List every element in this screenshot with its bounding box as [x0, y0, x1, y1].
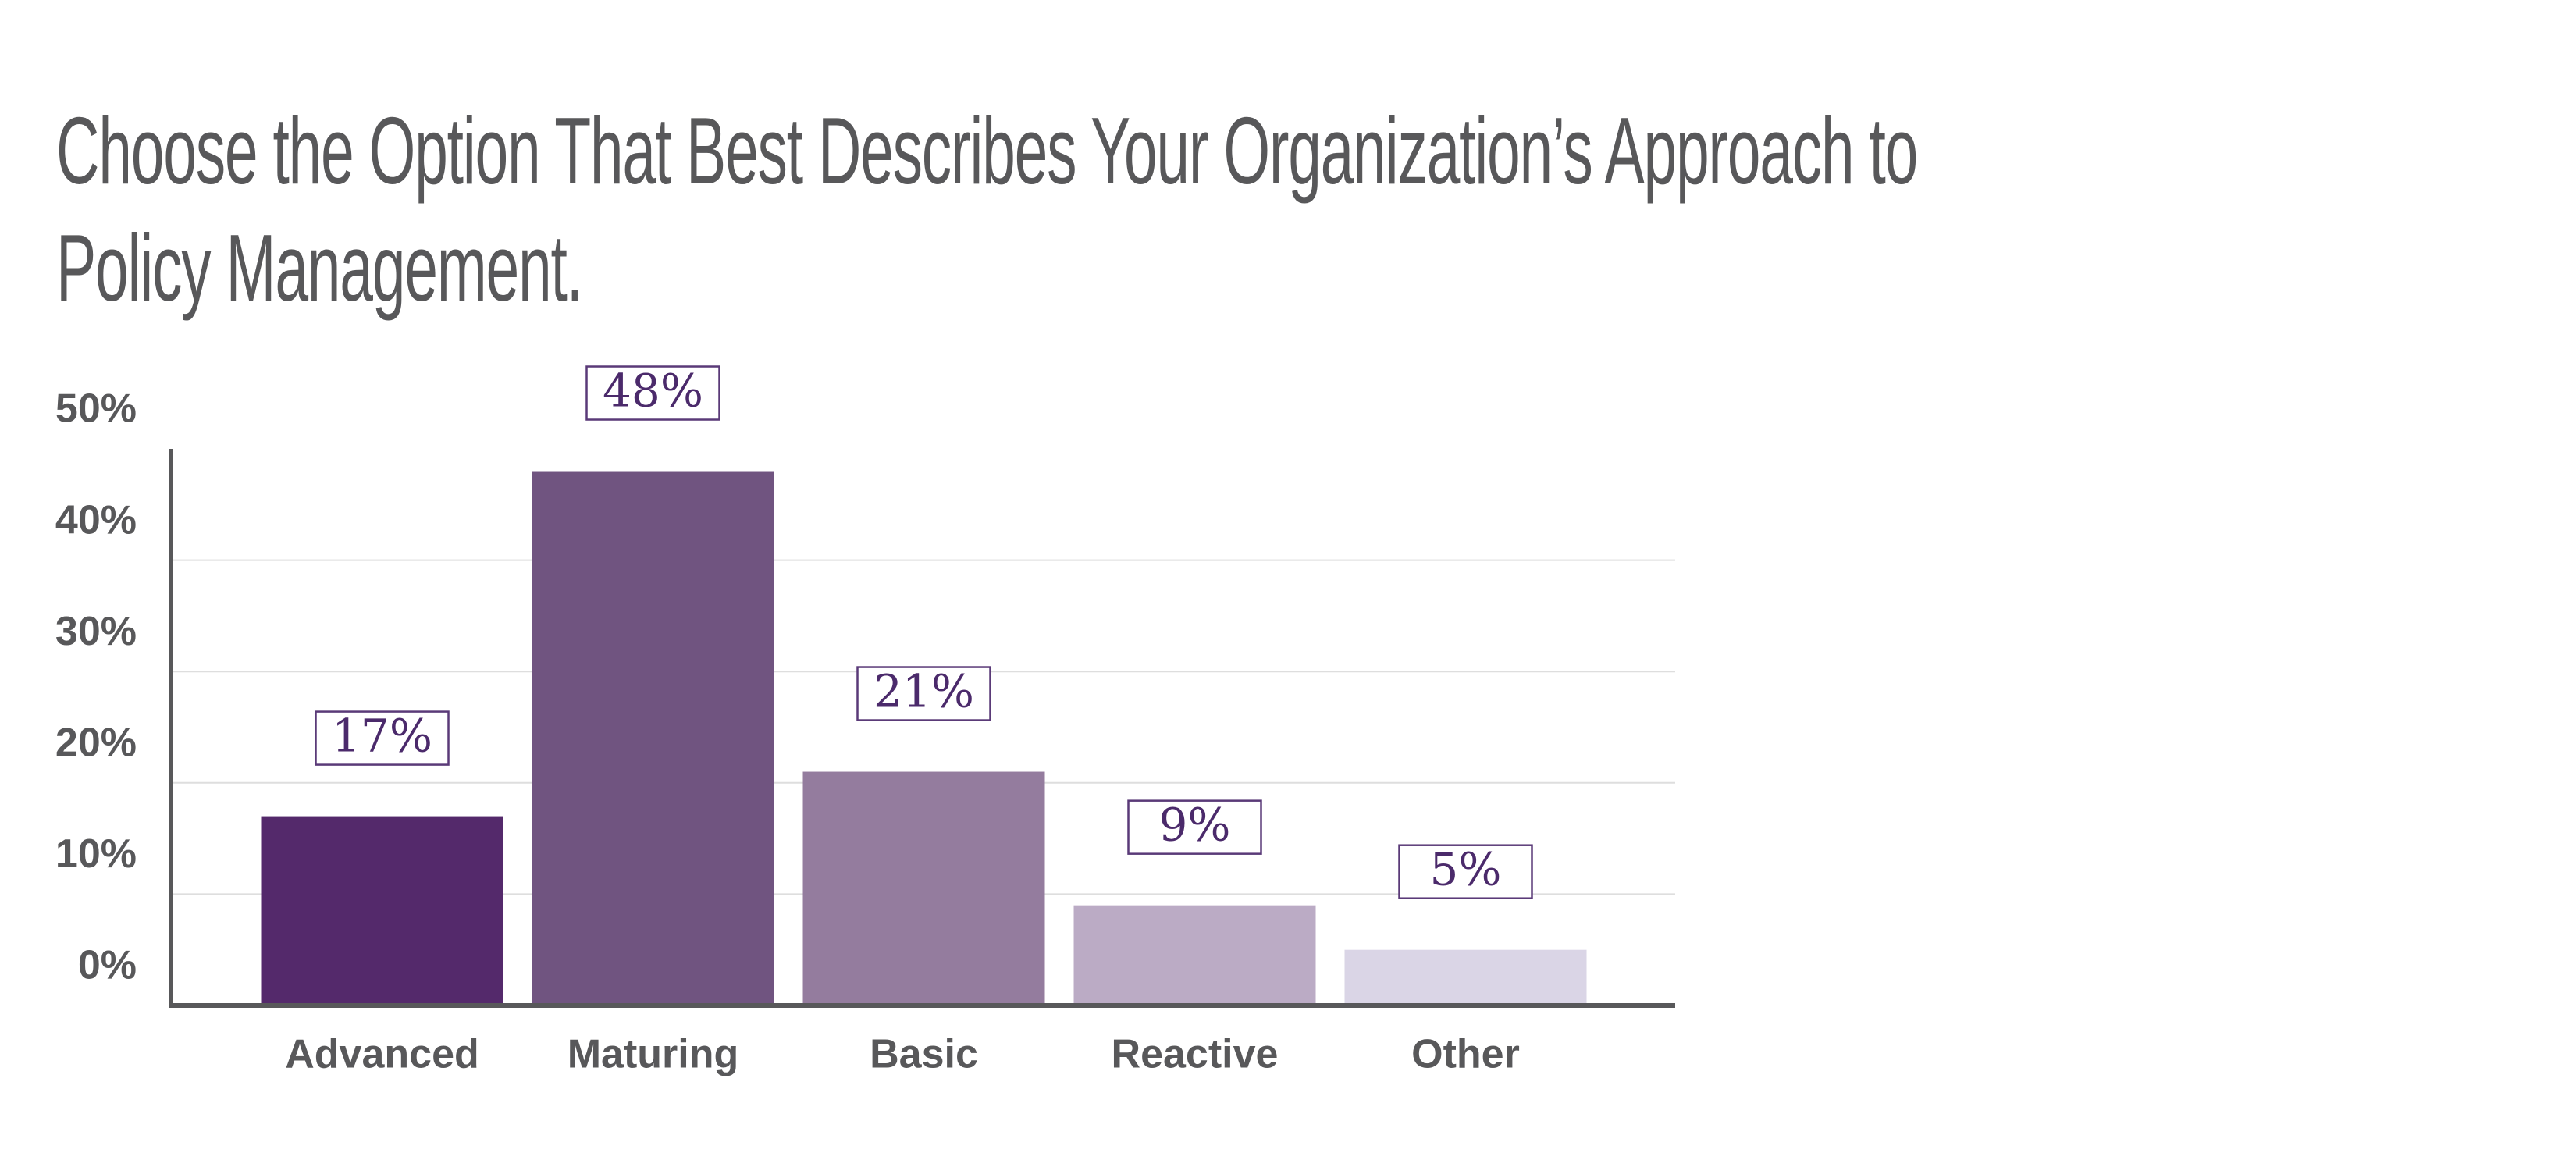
chart-title: Choose the Option That Best Describes Yo…	[56, 98, 1918, 321]
value-label-box	[585, 365, 720, 421]
y-tick-label: 50%	[55, 386, 137, 432]
value-label-box	[1398, 844, 1533, 899]
bar	[1073, 905, 1316, 1005]
bar	[532, 471, 774, 1005]
x-tick-label: Reactive	[1112, 1032, 1279, 1077]
y-tick-label: 30%	[55, 609, 137, 654]
value-label: 21%	[873, 665, 974, 718]
y-tick-label: 40%	[55, 497, 137, 543]
value-label: 48%	[603, 365, 703, 418]
value-label: 5%	[1429, 843, 1501, 896]
value-label: 9%	[1158, 799, 1230, 852]
value-label: 17%	[332, 710, 432, 763]
bar	[802, 771, 1045, 1005]
bar	[1344, 949, 1587, 1005]
y-tick-label: 20%	[55, 721, 137, 766]
value-label-box	[1127, 799, 1262, 855]
value-label-box	[856, 666, 991, 721]
x-tick-label: Basic	[870, 1032, 978, 1077]
x-tick-label: Other	[1411, 1032, 1520, 1077]
x-tick-label: Advanced	[285, 1032, 479, 1077]
y-tick-label: 0%	[78, 943, 137, 988]
y-tick-label: 10%	[55, 831, 137, 877]
x-tick-label: Maturing	[568, 1032, 739, 1077]
bar	[261, 816, 503, 1005]
value-label-box	[315, 710, 450, 766]
